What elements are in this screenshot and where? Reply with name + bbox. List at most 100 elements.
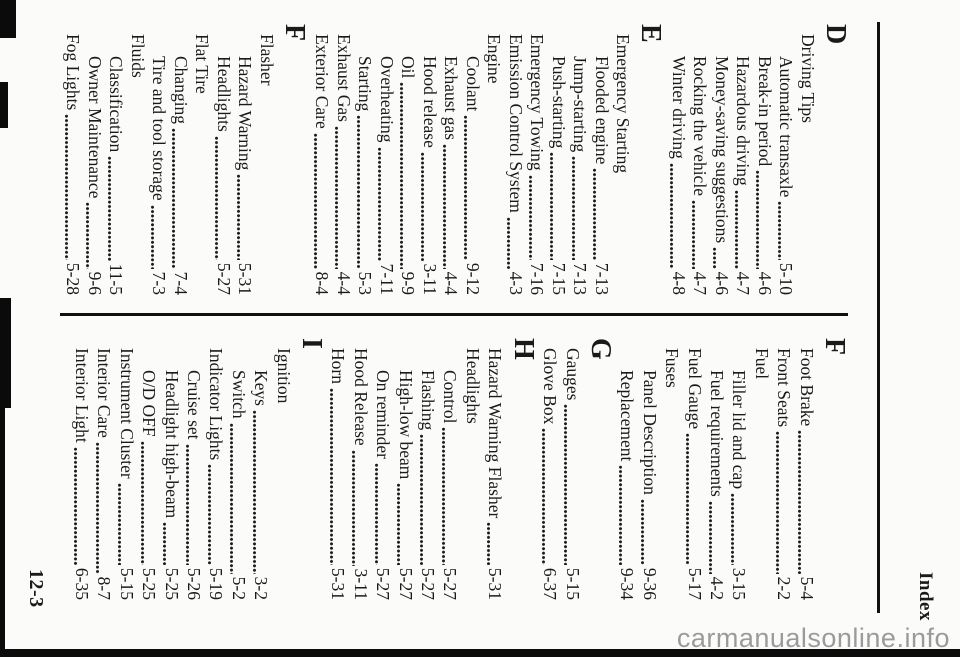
entry-text: Headlights bbox=[214, 56, 234, 132]
entry-page-number: 5-27 bbox=[395, 567, 416, 600]
entry-page-number: 9-12 bbox=[463, 262, 483, 295]
page-header-title: Index bbox=[915, 572, 936, 621]
entry-page-number: 9-9 bbox=[398, 271, 419, 295]
index-entry-row: Flooded engine 7-13 bbox=[590, 24, 612, 295]
entry-text: Money-saving suggestions bbox=[712, 56, 732, 244]
entry-page-number: 5-4 bbox=[796, 576, 817, 600]
dot-leader bbox=[775, 201, 784, 260]
dot-leader bbox=[753, 170, 763, 269]
index-entry-row: Cruise set 5-26 bbox=[182, 338, 205, 600]
entry-text: Ignition bbox=[273, 348, 294, 404]
entry-text: Oil bbox=[398, 56, 419, 79]
entry-text: Glove Box bbox=[540, 348, 561, 425]
entry-page-number: 5-26 bbox=[184, 567, 205, 600]
entry-text: Headlights bbox=[462, 348, 483, 424]
index-entry-row: Switch 5-2 bbox=[227, 338, 249, 600]
entry-text: Switch bbox=[228, 370, 249, 419]
entry-page-number: 7-13 bbox=[570, 262, 591, 295]
entry-page-number: 8-7 bbox=[94, 576, 115, 600]
dot-leader bbox=[311, 132, 320, 269]
entry-text: Fog Lights bbox=[63, 34, 84, 111]
entry-text: Fuel requirements bbox=[706, 370, 727, 497]
index-entry-row: Fuel requirements 4-2 bbox=[705, 338, 728, 600]
dot-leader bbox=[234, 174, 243, 260]
entry-text: Flooded engine bbox=[592, 56, 612, 165]
dot-leader bbox=[732, 189, 741, 269]
dot-leader bbox=[227, 422, 237, 574]
entry-page-number: 5-27 bbox=[214, 262, 234, 295]
entry-page-number: 7-4 bbox=[171, 271, 191, 295]
index-entry-row: Jump-starting 7-13 bbox=[569, 24, 591, 295]
index-entry-row: On reminder 5-27 bbox=[371, 338, 394, 600]
entry-text: Keys bbox=[251, 370, 272, 406]
index-entry-row: Gauges 5-15 bbox=[561, 338, 583, 600]
index-entry-row: Owner Maintenance 9-6 bbox=[83, 24, 105, 295]
entry-text: Owner Maintenance bbox=[85, 56, 105, 199]
dot-leader bbox=[547, 152, 557, 260]
entry-text: Gauges bbox=[562, 348, 583, 401]
entry-text: Hazard Warning bbox=[235, 56, 256, 171]
index-entry-row: Oil 9-9 bbox=[397, 24, 419, 295]
entry-page-number: 7-15 bbox=[549, 262, 569, 295]
dot-leader bbox=[212, 135, 222, 260]
index-entry-row: Starting 5-3 bbox=[354, 24, 376, 295]
entry-text: Flat Tire bbox=[192, 34, 213, 94]
entry-page-number: 6-37 bbox=[540, 567, 561, 600]
index-entry-row: Interior Care 8-7 bbox=[93, 338, 115, 600]
dot-leader bbox=[727, 493, 737, 565]
scan-artifact-bottom-bar bbox=[0, 649, 960, 657]
dot-leader bbox=[327, 387, 337, 565]
index-entry-row: Push-starting 7-15 bbox=[547, 24, 569, 295]
entry-page-number: 7-16 bbox=[527, 262, 548, 295]
dot-leader bbox=[418, 151, 428, 261]
entry-page-number: 7-11 bbox=[377, 263, 397, 295]
index-column-left: D Driving Tips Automatic transaxle 5-10 Brea… bbox=[62, 24, 852, 295]
index-entry-row: Emission Control System 4-3 bbox=[504, 24, 526, 295]
entry-page-number: 8-4 bbox=[312, 271, 333, 295]
dot-leader bbox=[394, 483, 404, 565]
index-entry-row: Headlight high-beam 5-25 bbox=[160, 338, 182, 600]
dot-leader bbox=[538, 428, 548, 565]
index-entry-row: Break-in period 4-6 bbox=[753, 24, 775, 295]
entry-text: Hazardous driving bbox=[733, 56, 754, 186]
index-header-row: Flat Tire bbox=[191, 24, 213, 295]
entry-page-number: 5-25 bbox=[161, 567, 182, 600]
section-letter: G bbox=[585, 338, 616, 600]
entry-text: Flashing bbox=[418, 370, 439, 431]
dot-leader bbox=[205, 464, 215, 565]
entry-text: Exterior Care bbox=[312, 34, 333, 129]
entry-page-number: 9-6 bbox=[85, 271, 105, 295]
entry-text: Headlight high-beam bbox=[161, 370, 182, 519]
entry-text: Fluids bbox=[128, 34, 148, 78]
entry-page-number: 11-5 bbox=[106, 263, 127, 295]
index-entry-row: O/D OFF 5-25 bbox=[137, 338, 160, 600]
index-entry-row: Interior Light 6-35 bbox=[70, 338, 93, 600]
index-entry-row: Panel Description 9-36 bbox=[638, 338, 660, 600]
index-entry-row: Foot Brake 5-4 bbox=[795, 338, 817, 600]
entry-page-number: 4-3 bbox=[506, 271, 526, 295]
index-header-row: Ignition bbox=[272, 338, 294, 600]
index-entry-row: Fuel Gauge 5-17 bbox=[683, 338, 705, 600]
entry-text: Hood Release bbox=[350, 348, 371, 446]
dot-leader bbox=[62, 114, 71, 260]
index-entry-row: Rocking the vehicle 4-7 bbox=[689, 24, 711, 295]
entry-text: Winter driving bbox=[669, 56, 689, 159]
entry-page-number: 5-31 bbox=[485, 567, 506, 600]
entry-page-number: 7-13 bbox=[592, 262, 612, 295]
scan-artifact bbox=[0, 298, 11, 408]
index-header-row: Fuses bbox=[661, 338, 683, 600]
page-number: 12-3 bbox=[25, 569, 47, 608]
entry-text: Horn bbox=[328, 348, 349, 384]
dot-leader bbox=[689, 199, 698, 269]
entry-page-number: 5-15 bbox=[116, 567, 137, 600]
section-letter-text: H bbox=[507, 338, 539, 360]
dot-leader bbox=[93, 441, 102, 574]
dot-leader bbox=[105, 156, 114, 261]
dot-leader bbox=[70, 446, 80, 565]
entry-text: Coolant bbox=[463, 56, 483, 112]
index-entry-row: Money-saving suggestions 4-6 bbox=[710, 24, 732, 295]
index-entry-row: Hazardous driving 4-7 bbox=[732, 24, 754, 295]
entry-text: Emission Control System bbox=[506, 34, 526, 213]
dot-leader bbox=[461, 115, 471, 260]
entry-page-number: 3-15 bbox=[729, 567, 750, 600]
